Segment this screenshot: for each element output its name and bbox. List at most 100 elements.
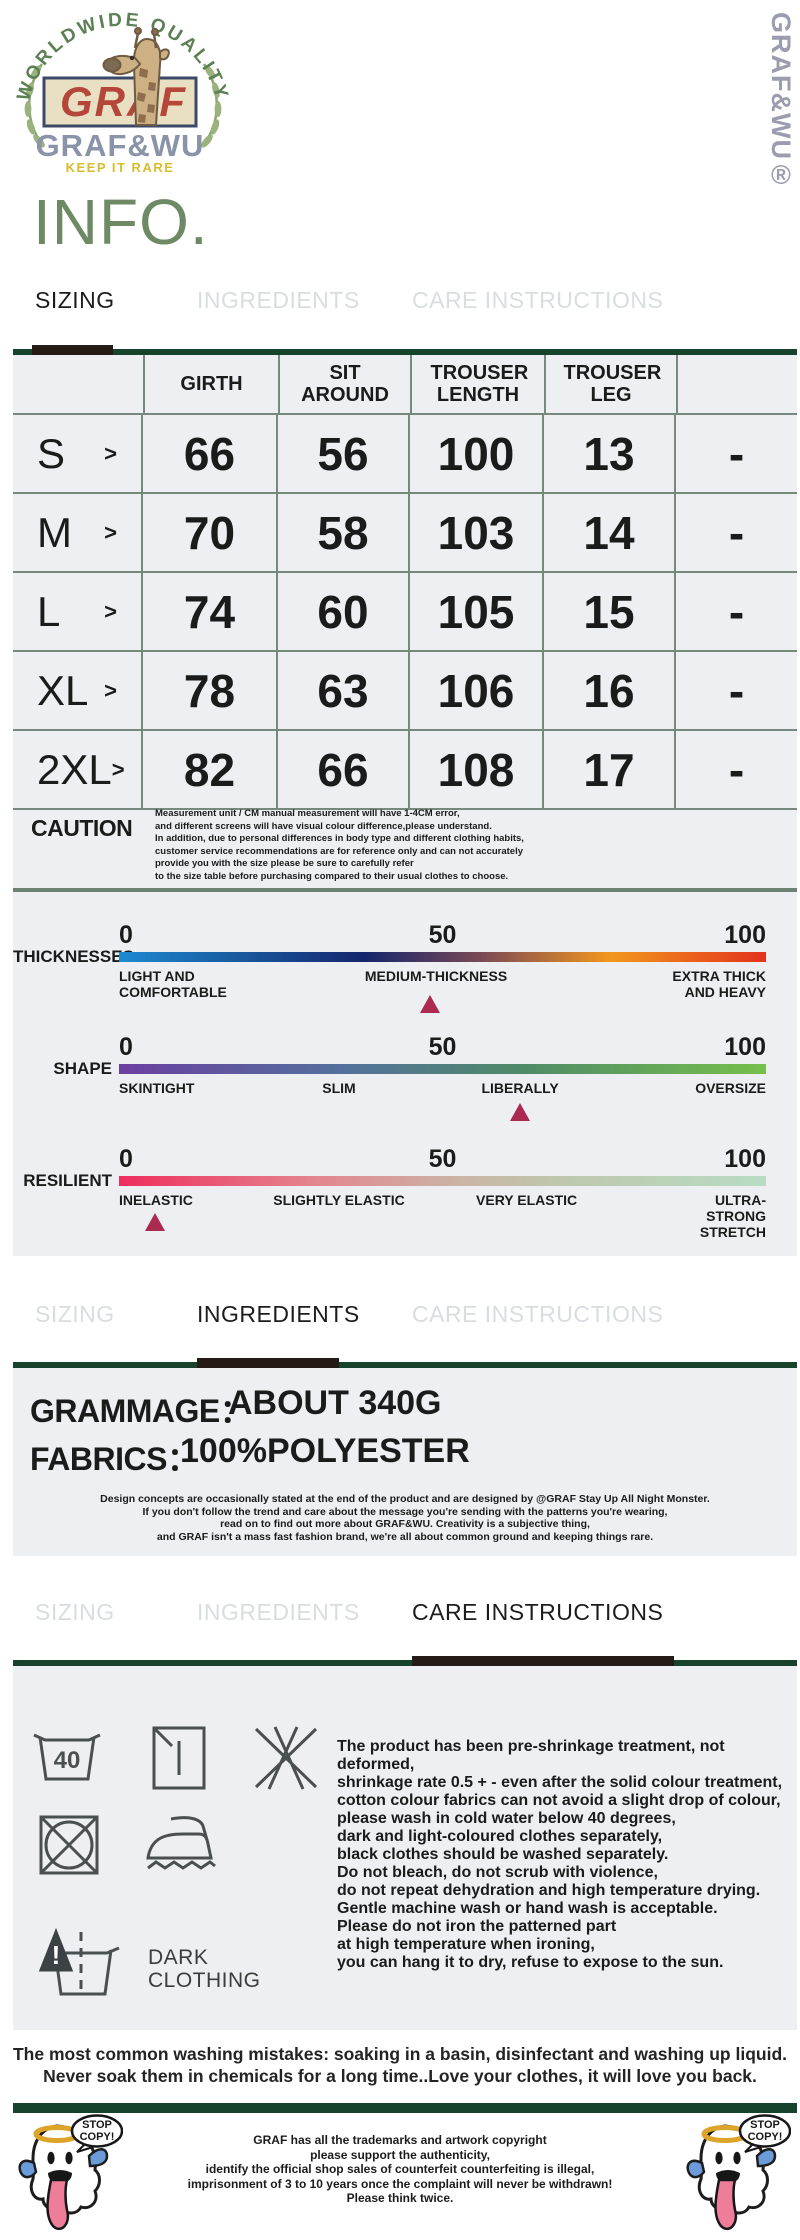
- design-note: Design concepts are occasionally stated …: [100, 1493, 710, 1544]
- care-panel: 40 ! DARK CLOTHING The product has been …: [13, 1666, 797, 2030]
- page-title: INFO.: [33, 186, 209, 258]
- tab-sizing[interactable]: SIZING: [35, 1599, 115, 1625]
- header-trouser-leg: TROUSER LEG: [546, 355, 678, 413]
- svg-text:STOP: STOP: [750, 2119, 780, 2131]
- do-not-wring-icon: [254, 1726, 318, 1790]
- header-extra: [678, 355, 797, 413]
- chevron-right-icon: >: [104, 677, 117, 703]
- tab-bar-ingredients-section: SIZING INGREDIENTS CARE INSTRUCTIONS: [0, 1301, 800, 1333]
- svg-text:40: 40: [54, 1747, 81, 1774]
- slider-ticks: 0 50 100: [119, 1033, 766, 1061]
- tab-bar-care-section: SIZING INGREDIENTS CARE INSTRUCTIONS: [0, 1599, 800, 1631]
- tab-ingredients[interactable]: INGREDIENTS: [197, 287, 360, 313]
- tick-end: 100: [724, 1033, 766, 1061]
- svg-text:COPY!: COPY!: [748, 2131, 783, 2143]
- tick-start: 0: [119, 1033, 133, 1061]
- size-name: L: [37, 587, 61, 635]
- tab-sizing[interactable]: SIZING: [35, 287, 115, 313]
- drip-dry-icon: [152, 1726, 206, 1790]
- care-instructions-text: The product has been pre-shrinkage treat…: [337, 1738, 783, 1971]
- label-mid2: LIBERALLY: [481, 1080, 559, 1096]
- table-row-2xl: 2XL > 82 66 108 17 -: [13, 731, 797, 810]
- cell-leg: 16: [544, 652, 676, 729]
- svg-text:STOP: STOP: [82, 2119, 112, 2131]
- ghost-mascot-left-icon: STOP COPY!: [18, 2114, 123, 2231]
- size-name: 2XL: [37, 745, 112, 793]
- grammage-label: GRAMMAGE：: [30, 1393, 252, 1429]
- washing-mistakes-note: The most common washing mistakes: soakin…: [12, 2044, 787, 2086]
- cell-girth: 70: [143, 494, 278, 571]
- size-name: S: [37, 429, 66, 477]
- table-row-m: M > 70 58 103 14 -: [13, 494, 797, 573]
- cell-length: 106: [410, 652, 544, 729]
- logo-tagline: KEEP IT RARE: [66, 160, 175, 175]
- cell-leg: 14: [544, 494, 676, 571]
- tick-start: 0: [119, 1145, 133, 1173]
- cell-sit: 58: [278, 494, 410, 571]
- do-not-tumble-dry-icon: [39, 1815, 99, 1875]
- cell-length: 100: [410, 415, 544, 492]
- svg-text:COPY!: COPY!: [80, 2131, 115, 2143]
- tab-bar-sizing-section: SIZING INGREDIENTS CARE INSTRUCTIONS: [0, 287, 800, 319]
- slider-labels: INELASTIC SLIGHTLY ELASTIC VERY ELASTIC …: [119, 1192, 766, 1240]
- chevron-right-icon: >: [104, 519, 117, 545]
- resilient-gradient-bar: [119, 1176, 766, 1186]
- label-end: OVERSIZE: [695, 1080, 766, 1096]
- header-trouser-length: TROUSER LENGTH: [412, 355, 546, 413]
- tab-ingredients[interactable]: INGREDIENTS: [197, 1599, 360, 1625]
- cell-sit: 66: [278, 731, 410, 808]
- cell-extra: -: [728, 664, 745, 717]
- slider-name: RESILIENT: [23, 1171, 112, 1190]
- cell-extra: -: [728, 743, 745, 796]
- logo-box: [42, 76, 198, 128]
- cell-extra: -: [728, 427, 745, 480]
- slider-name: SHAPE: [53, 1059, 112, 1078]
- slider-ticks: 0 50 100: [119, 1145, 766, 1173]
- cell-leg: 17: [544, 731, 676, 808]
- size-table-header-row: GIRTH SIT AROUND TROUSER LENGTH TROUSER …: [13, 355, 797, 415]
- cell-length: 108: [410, 731, 544, 808]
- giraffe-icon: [102, 27, 170, 126]
- cell-girth: 82: [143, 731, 278, 808]
- cell-sit: 63: [278, 652, 410, 729]
- tab-ingredients[interactable]: INGREDIENTS: [197, 1301, 360, 1327]
- dark-clothing-label: DARK CLOTHING: [148, 1946, 261, 1992]
- caution-slider-divider: [13, 888, 797, 892]
- slider-labels: LIGHT AND COMFORTABLE MEDIUM-THICKNESS E…: [119, 968, 766, 1002]
- thickness-marker-icon: [419, 995, 440, 1013]
- slider-name: THICKNESSES: [13, 947, 134, 966]
- fabrics-label: FABRICS：: [30, 1441, 199, 1477]
- section-divider-line: [13, 1362, 797, 1368]
- dark-clothing-separate-icon: !: [38, 1927, 120, 1996]
- tab-care[interactable]: CARE INSTRUCTIONS: [412, 1599, 664, 1625]
- size-table: GIRTH SIT AROUND TROUSER LENGTH TROUSER …: [13, 355, 797, 810]
- steam-iron-icon: [146, 1816, 216, 1870]
- label-mid2: VERY ELASTIC: [476, 1192, 578, 1208]
- tab-sizing[interactable]: SIZING: [35, 1301, 115, 1327]
- cell-length: 103: [410, 494, 544, 571]
- tick-mid: 50: [428, 1145, 457, 1173]
- slider-labels: SKINTIGHT SLIM LIBERALLY OVERSIZE: [119, 1080, 766, 1114]
- ingredients-panel: GRAMMAGE： ABOUT 340G FABRICS： 100%POLYES…: [13, 1368, 797, 1556]
- ghost-mascot-right-icon: STOP COPY!: [686, 2114, 791, 2231]
- chevron-right-icon: >: [111, 756, 125, 782]
- caution-text: Measurement unit / CM manual measurement…: [155, 808, 524, 882]
- fabrics-value: 100%POLYESTER: [180, 1432, 470, 1470]
- sizing-panel: GIRTH SIT AROUND TROUSER LENGTH TROUSER …: [13, 355, 797, 1256]
- tick-start: 0: [119, 921, 133, 949]
- label-mid: MEDIUM-THICKNESS: [364, 968, 508, 984]
- label-start: INELASTIC: [119, 1192, 193, 1208]
- size-name: M: [37, 508, 72, 556]
- tick-end: 100: [724, 1145, 766, 1173]
- cell-sit: 56: [278, 415, 410, 492]
- chevron-right-icon: >: [104, 598, 117, 624]
- tab-care[interactable]: CARE INSTRUCTIONS: [412, 1301, 664, 1327]
- tab-care[interactable]: CARE INSTRUCTIONS: [412, 287, 664, 313]
- cell-girth: 74: [143, 573, 278, 650]
- label-mid1: SLIM: [322, 1080, 356, 1096]
- shape-gradient-bar: [119, 1064, 766, 1074]
- table-row-xl: XL > 78 63 106 16 -: [13, 652, 797, 731]
- tick-end: 100: [724, 921, 766, 949]
- cell-sit: 60: [278, 573, 410, 650]
